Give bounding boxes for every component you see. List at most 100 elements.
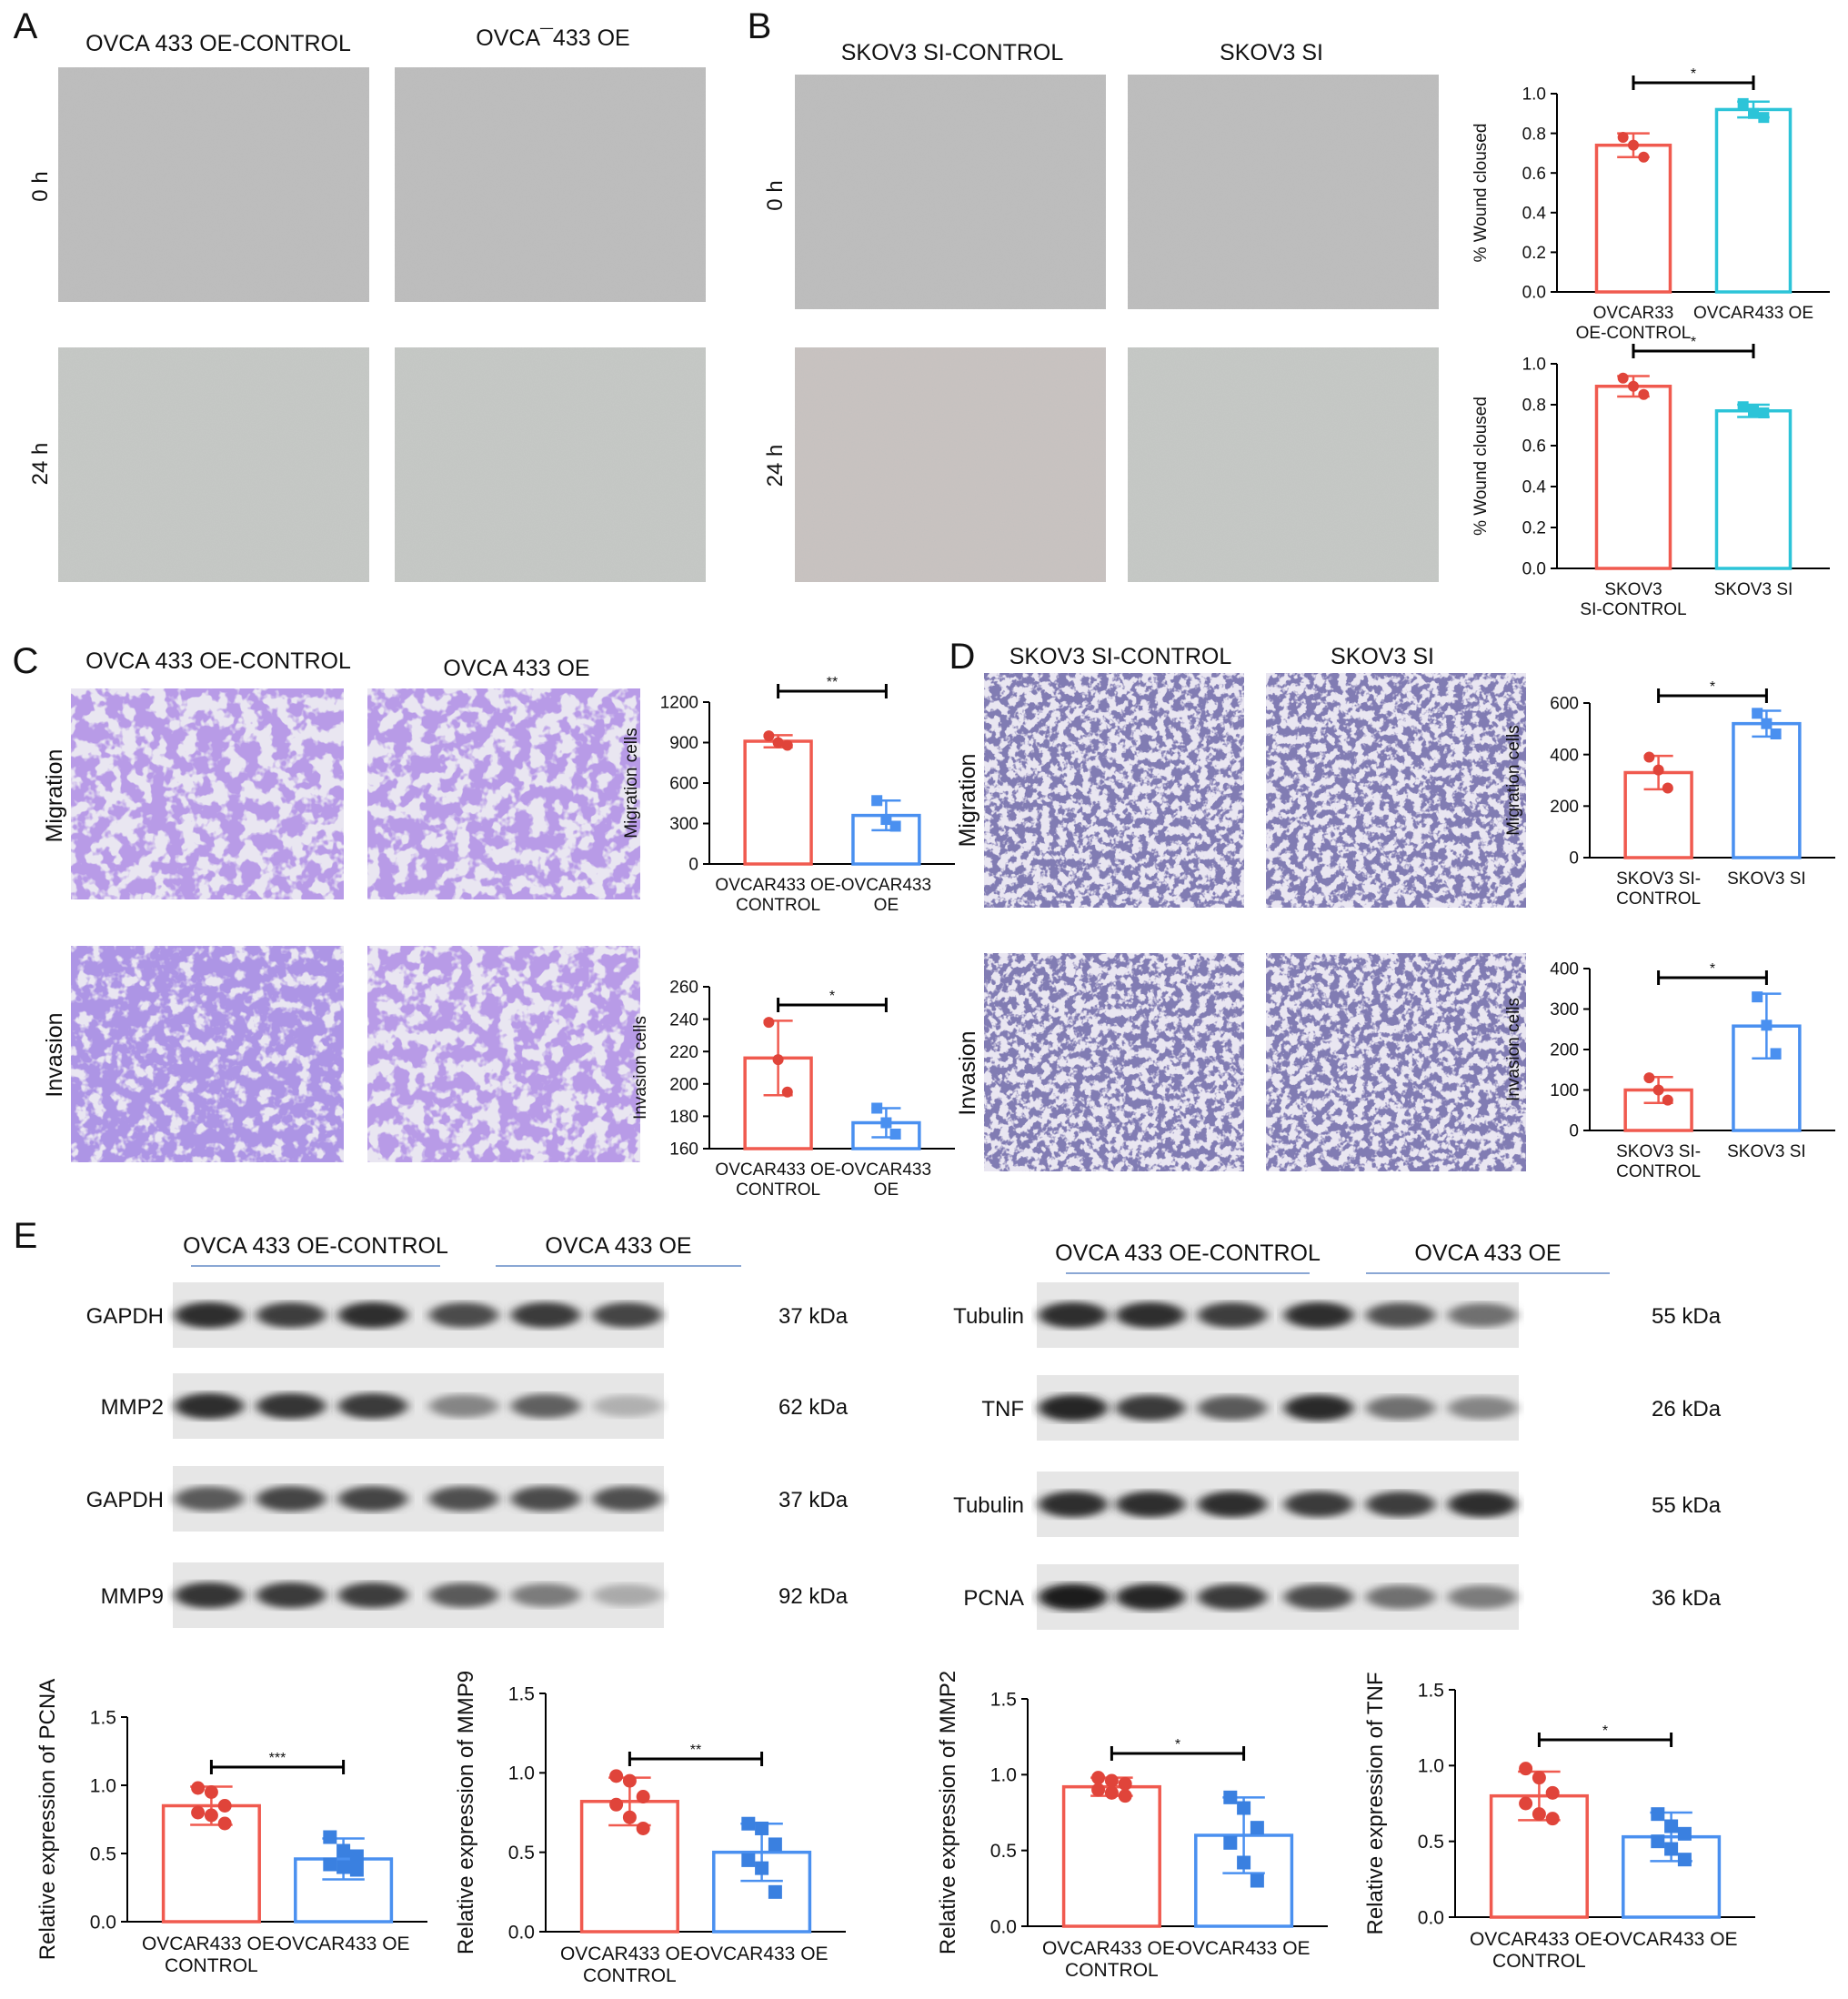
- data-point: [1758, 407, 1770, 418]
- blot-band: [1448, 1491, 1517, 1518]
- data-point: [1748, 405, 1759, 417]
- y-axis-label: Invasion cells: [631, 1016, 650, 1120]
- stained-cells: [71, 946, 344, 1162]
- data-point: [636, 1821, 650, 1835]
- data-point: [336, 1843, 351, 1858]
- data-point: [768, 1837, 782, 1852]
- data-point: [1758, 112, 1770, 124]
- data-point: [1237, 1855, 1251, 1870]
- data-point: [889, 820, 901, 832]
- data-point: [217, 1816, 232, 1831]
- panel-b-col-label: SKOV3 SI-CONTROL: [841, 40, 1064, 65]
- y-tick-label: 1.0: [1522, 356, 1546, 375]
- significance-marker: *: [1710, 679, 1715, 695]
- y-tick-label: 1200: [660, 694, 698, 713]
- y-tick-label: 300: [1550, 1000, 1579, 1020]
- y-tick-label: 200: [669, 1075, 698, 1094]
- blot-band: [511, 1301, 580, 1329]
- panel-d-micrograph: [984, 673, 1244, 908]
- panel-b-micrograph: [1128, 347, 1439, 582]
- y-tick-label: 0.4: [1522, 204, 1547, 223]
- data-point: [1118, 1776, 1132, 1791]
- blot-band: [1039, 1491, 1108, 1518]
- significance-marker: ***: [269, 1751, 286, 1766]
- y-tick-label: 0.8: [1522, 125, 1546, 144]
- stained-cells: [984, 953, 1244, 1171]
- data-point: [1250, 1821, 1264, 1835]
- y-tick-label: 400: [1550, 746, 1579, 765]
- label-line: SKOV3 SI-: [1616, 869, 1701, 889]
- blot-size-label: 55 kDa: [1652, 1304, 1722, 1329]
- data-point: [1662, 782, 1673, 794]
- data-point: [1638, 151, 1650, 163]
- data-point: [768, 1884, 782, 1899]
- x-category-label: SKOV3 SI-CONTROL: [1616, 869, 1701, 909]
- blot-band: [1039, 1583, 1108, 1611]
- panel-c-col-label: OVCA 433 OE: [443, 656, 589, 681]
- y-tick-label: 1.0: [1522, 85, 1546, 105]
- western-blot-left_blot: [173, 1265, 741, 1628]
- data-point: [1545, 1785, 1560, 1800]
- blot-size-label: 62 kDa: [778, 1395, 849, 1420]
- data-point: [349, 1849, 364, 1863]
- stained-cells: [367, 946, 640, 1162]
- y-tick-label: 0.0: [1418, 1907, 1444, 1928]
- x-category-label: OVCAR433 OE: [277, 1934, 410, 1954]
- panel-b-micrograph: [795, 347, 1106, 582]
- micrograph-texture: [795, 347, 1106, 582]
- blot-group-label: OVCA 433 OE-CONTROL: [1055, 1241, 1321, 1266]
- x-category-label: OVCAR433 OE-CONTROL: [142, 1934, 281, 1976]
- x-category-label: OVCAR33 OE-CONTROL: [1576, 304, 1692, 343]
- data-point: [781, 739, 793, 751]
- data-point: [781, 1086, 793, 1098]
- data-point: [1752, 708, 1763, 719]
- data-point: [1677, 1853, 1692, 1867]
- micrograph-texture: [1128, 75, 1439, 309]
- data-point: [755, 1821, 769, 1835]
- data-point: [763, 1017, 775, 1029]
- data-point: [1091, 1783, 1106, 1797]
- panel-c-letter: C: [13, 641, 39, 681]
- blot-band: [511, 1393, 580, 1419]
- y-tick-label: 0.8: [1522, 397, 1546, 416]
- significance-marker: **: [827, 675, 838, 690]
- blot-protein-label: MMP2: [101, 1395, 164, 1420]
- y-tick-label: 160: [669, 1140, 698, 1160]
- chart-D-invasion: [1583, 968, 1835, 1132]
- blot-band: [1284, 1584, 1353, 1610]
- y-tick-label: 1.0: [990, 1765, 1017, 1786]
- x-category-label: SKOV3 SI-CONTROL: [1580, 580, 1686, 619]
- x-category-label: SKOV3 SI: [1727, 1142, 1806, 1161]
- data-point: [741, 1853, 756, 1867]
- data-point: [755, 1861, 769, 1875]
- blot-band: [175, 1392, 244, 1420]
- significance-marker: **: [690, 1743, 701, 1758]
- panel-b-micrograph: [1128, 75, 1439, 309]
- blot-protein-label: PCNA: [963, 1586, 1024, 1611]
- blot-band: [593, 1395, 662, 1417]
- x-category-label: OVCAR433 OE: [841, 1160, 931, 1200]
- blot-size-label: 37 kDa: [778, 1488, 849, 1512]
- chart-E-MMP9: [539, 1693, 846, 1934]
- micrograph-texture: [58, 347, 369, 582]
- label-line: OVCAR433: [841, 876, 931, 895]
- stained-cells: [367, 688, 640, 899]
- stained-cells: [71, 688, 344, 899]
- blot-band: [1198, 1491, 1267, 1518]
- panel-c-micrograph: [367, 688, 640, 899]
- blot-protein-label: Tubulin: [953, 1304, 1024, 1329]
- data-point: [636, 1790, 650, 1804]
- blot-band: [338, 1582, 407, 1609]
- panel-a-row-label: 0 h: [28, 171, 53, 201]
- data-point: [1761, 718, 1773, 729]
- blot-protein-label: GAPDH: [86, 1488, 164, 1512]
- y-tick-label: 600: [669, 775, 698, 794]
- bar: [1594, 385, 1672, 570]
- label-line: OVCAR433 OE: [1693, 304, 1813, 323]
- blot-size-label: 55 kDa: [1652, 1493, 1722, 1518]
- label-line: CONTROL: [736, 896, 820, 915]
- data-point: [622, 1810, 637, 1824]
- y-tick-label: 0.0: [990, 1916, 1017, 1937]
- panel-c-micrograph: [71, 688, 344, 899]
- data-point: [1237, 1801, 1251, 1815]
